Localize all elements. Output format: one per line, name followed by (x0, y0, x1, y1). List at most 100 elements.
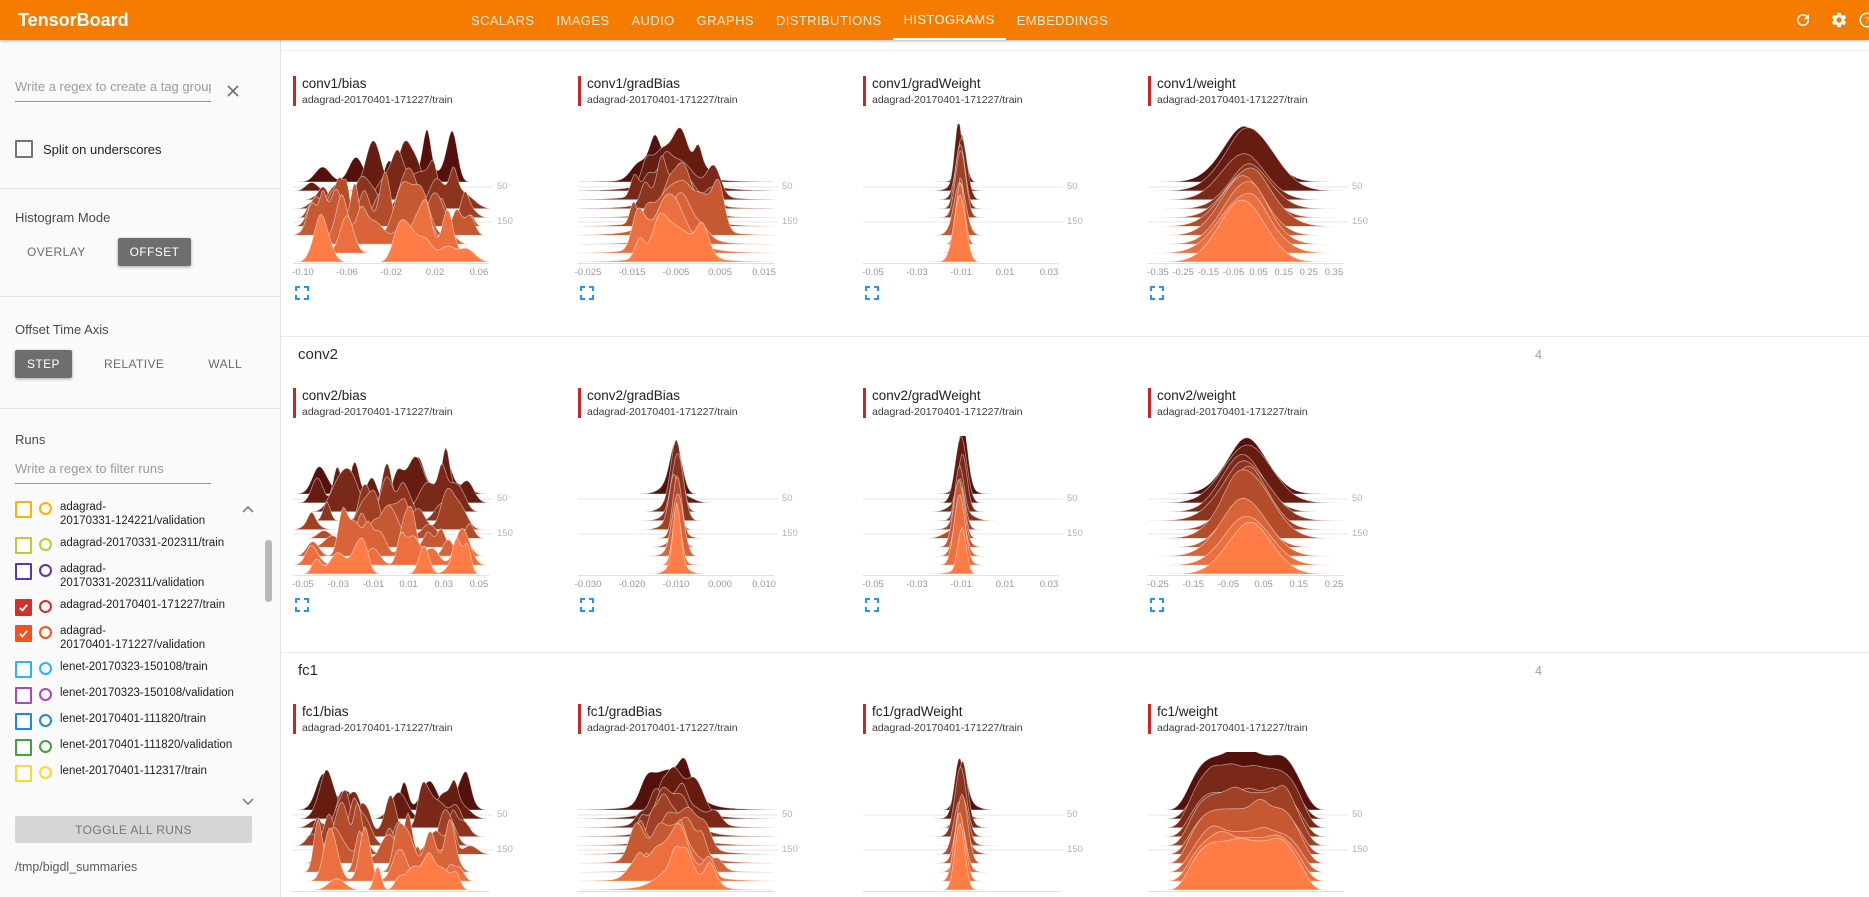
histogram-card: conv2/bias adagrad-20170401-171227/train 5… (292, 388, 566, 612)
run-row[interactable]: lenet-20170323-150108/validation (15, 682, 266, 708)
split-on-underscores-checkbox[interactable]: Split on underscores (15, 140, 162, 158)
ridgeline-plot[interactable] (1148, 124, 1380, 265)
run-row[interactable]: adagrad- 20170401-171227/validation (15, 620, 266, 656)
ridgeline-plot[interactable] (578, 436, 810, 577)
ridgeline-plot[interactable] (577, 124, 810, 265)
ridgeline-plot[interactable] (1148, 749, 1380, 893)
toggle-all-runs-button[interactable]: TOGGLE ALL RUNS (15, 816, 252, 843)
run-label: adagrad-20170331-202311/train (60, 537, 225, 549)
expand-fullscreen-icon[interactable] (1150, 286, 1164, 300)
card-titles: conv2/bias adagrad-20170401-171227/train (302, 388, 453, 419)
x-axis-tick: 0.05 (469, 579, 489, 590)
x-axis-tick: 0.15 (1274, 267, 1293, 278)
ridgeline-plot[interactable] (863, 423, 1095, 577)
card-run-name: adagrad-20170401-171227/train (587, 94, 738, 106)
histogram-mode-offset-button[interactable]: OFFSET (117, 238, 192, 266)
runs-scrollbar-thumb[interactable] (265, 540, 272, 602)
expand-fullscreen-icon[interactable] (580, 598, 594, 612)
card-title: fc1/gradBias (587, 704, 663, 719)
x-axis-tick: 0.000 (708, 579, 732, 590)
histogram-chart: 50 150 (292, 752, 533, 893)
x-axis-tick: -0.10 (292, 267, 314, 278)
run-checkbox[interactable] (15, 661, 32, 678)
run-row[interactable]: adagrad-20170331-202311/train (15, 532, 266, 558)
run-filter-input[interactable] (15, 461, 211, 484)
expand-fullscreen-icon[interactable] (580, 286, 594, 300)
run-color-bar (578, 76, 581, 106)
section-header-fc1[interactable]: fc1 4 (281, 652, 1869, 689)
y-axis-tick: 50 (497, 181, 508, 192)
tab-graphs[interactable]: GRAPHS (696, 13, 754, 28)
x-axis-tick: 0.01 (995, 579, 1015, 590)
run-checkbox[interactable] (15, 739, 32, 756)
expand-fullscreen-icon[interactable] (865, 286, 879, 300)
ridgeline-plot[interactable] (292, 436, 525, 577)
run-color-bar (863, 76, 866, 106)
tab-images[interactable]: IMAGES (556, 13, 610, 28)
tab-scalars[interactable]: SCALARS (471, 13, 535, 28)
ridgeline-plot[interactable] (577, 752, 810, 893)
histogram-mode-overlay-button[interactable]: OVERLAY (15, 238, 98, 266)
time-axis-step-button[interactable]: STEP (15, 350, 72, 378)
y-axis-tick: 50 (1067, 493, 1078, 504)
run-row[interactable]: adagrad- 20170331-202311/validation (15, 558, 266, 594)
card-run-name: adagrad-20170401-171227/train (872, 722, 1023, 734)
tab-audio[interactable]: AUDIO (631, 13, 675, 28)
ridgeline-plot[interactable] (292, 752, 525, 893)
card-title: conv2/bias (302, 388, 367, 403)
histogram-chart: 50 150 (292, 436, 533, 577)
run-row[interactable]: adagrad-20170401-171227/train (15, 594, 266, 620)
y-axis-tick: 150 (782, 844, 798, 855)
run-row[interactable]: adagrad- 20170331-124221/validation (15, 496, 266, 532)
x-axis-ticks: -0.25 -0.15 -0.05 0.05 0.15 0.25 (1147, 579, 1344, 591)
run-row[interactable]: lenet-20170401-112317/train (15, 760, 266, 786)
histogram-chart: 50 150 (578, 436, 818, 577)
x-axis-ticks: -0.05 -0.03 -0.01 0.01 0.03 (862, 267, 1059, 279)
run-row[interactable]: lenet-20170401-111820/validation (15, 734, 266, 760)
run-checkbox[interactable] (15, 501, 32, 518)
y-axis-tick: 50 (1352, 181, 1363, 192)
settings-gear-icon[interactable] (1830, 11, 1848, 29)
card-header: fc1/gradBias adagrad-20170401-171227/trai… (578, 704, 851, 736)
tab-embeddings[interactable]: EMBEDDINGS (1016, 13, 1109, 28)
scroll-up-icon[interactable] (242, 500, 254, 518)
histogram-card: conv1/gradWeight adagrad-20170401-171227/… (862, 76, 1136, 300)
expand-fullscreen-icon[interactable] (865, 598, 879, 612)
run-checkbox[interactable] (15, 599, 32, 616)
section-header-conv2[interactable]: conv2 4 (281, 336, 1869, 373)
x-axis-tick: -0.15 (1182, 579, 1205, 590)
histogram-mode-toggle: OVERLAY OFFSET (15, 238, 192, 266)
ridgeline-plot[interactable] (863, 752, 1095, 893)
x-axis-tick: -0.025 (574, 267, 602, 278)
run-checkbox[interactable] (15, 537, 32, 554)
checkbox-box[interactable] (15, 140, 33, 158)
clear-tag-filter-icon[interactable] (226, 84, 240, 103)
help-icon[interactable]: ? (1858, 11, 1869, 29)
ridgeline-plot[interactable] (863, 119, 1095, 265)
run-checkbox[interactable] (15, 625, 32, 642)
x-axis-tick: -0.020 (618, 579, 646, 590)
run-row[interactable]: lenet-20170401-111820/train (15, 708, 266, 734)
ridgeline-plot[interactable] (1147, 436, 1380, 577)
refresh-icon[interactable] (1794, 11, 1812, 29)
card-titles: conv1/weight adagrad-20170401-171227/trai… (1157, 76, 1308, 107)
y-axis-tick: 150 (1352, 216, 1368, 227)
tab-histograms[interactable]: HISTOGRAMS (892, 0, 1006, 40)
time-axis-relative-button[interactable]: RELATIVE (92, 350, 176, 378)
ridgeline-plot[interactable] (292, 124, 525, 265)
run-color-bar (1148, 388, 1151, 418)
expand-fullscreen-icon[interactable] (1150, 598, 1164, 612)
run-checkbox[interactable] (15, 713, 32, 730)
time-axis-wall-button[interactable]: WALL (196, 350, 254, 378)
x-axis-tick: -0.35 (1147, 267, 1169, 278)
expand-fullscreen-icon[interactable] (295, 286, 309, 300)
tag-filter-input[interactable] (15, 79, 211, 102)
expand-fullscreen-icon[interactable] (295, 598, 309, 612)
run-checkbox[interactable] (15, 765, 32, 782)
run-row[interactable]: lenet-20170323-150108/train (15, 656, 266, 682)
run-checkbox[interactable] (15, 687, 32, 704)
x-axis-tick: 0.03 (434, 579, 454, 590)
scroll-down-icon[interactable] (242, 792, 254, 810)
run-checkbox[interactable] (15, 563, 32, 580)
tab-distributions[interactable]: DISTRIBUTIONS (775, 13, 882, 28)
